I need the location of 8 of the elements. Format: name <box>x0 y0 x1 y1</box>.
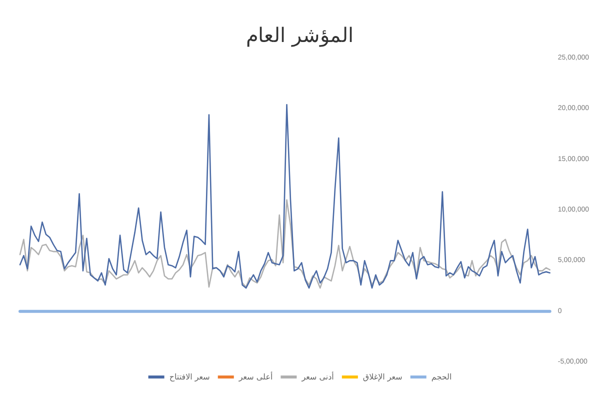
legend-label: أعلى سعر <box>238 372 273 382</box>
legend-label: سعر الافتتاح <box>169 372 210 382</box>
line-series <box>19 104 551 289</box>
legend-label: الحجم <box>431 372 452 382</box>
legend-label: سعر الإغلاق <box>362 372 403 382</box>
line-series <box>19 199 551 289</box>
legend-label: أدنى سعر <box>300 372 334 382</box>
chart-title: المؤشر العام <box>246 23 354 47</box>
